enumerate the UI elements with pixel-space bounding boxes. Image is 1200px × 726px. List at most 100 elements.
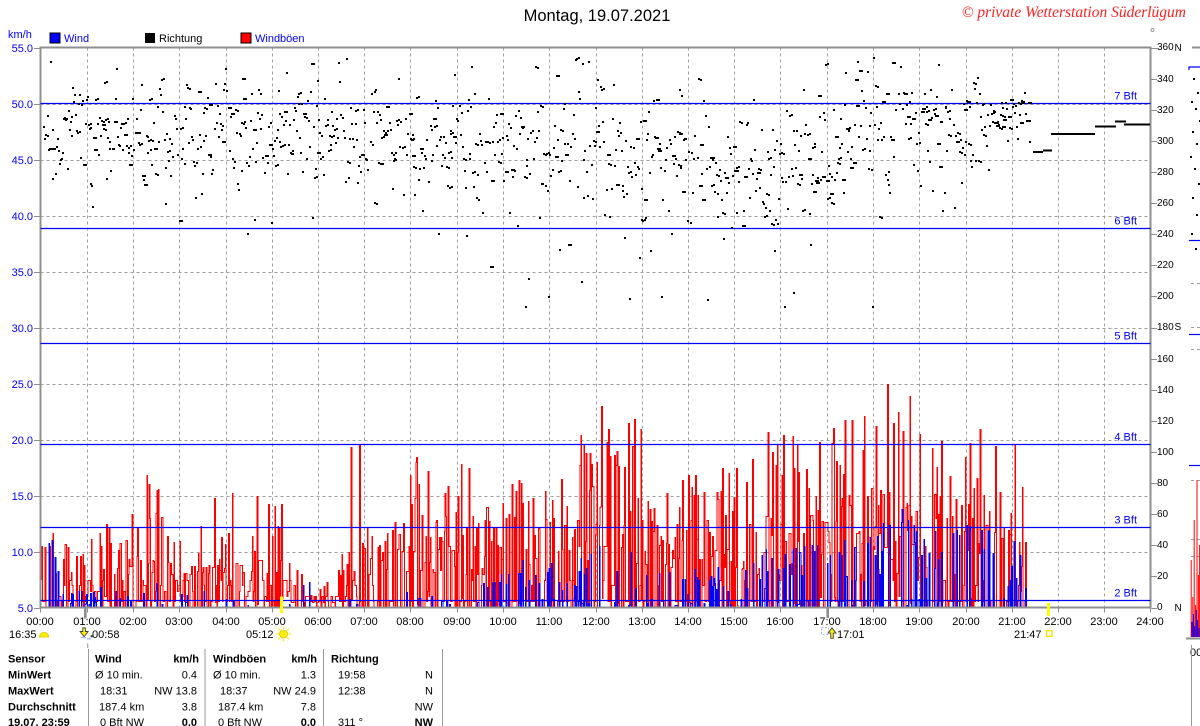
svg-text:Richtung: Richtung [331,654,379,666]
svg-text:00:58: 00:58 [92,629,120,641]
svg-text:340: 340 [1157,74,1174,85]
svg-text:Ø 10 min.: Ø 10 min. [213,670,261,682]
svg-text:260: 260 [1157,198,1174,209]
svg-text:55.0: 55.0 [12,43,33,55]
svg-text:30.0: 30.0 [12,323,33,335]
svg-text:2 Bft: 2 Bft [1114,588,1137,600]
svg-text:220: 220 [1157,260,1174,271]
svg-text:04:00: 04:00 [212,616,240,628]
svg-text:21:47: 21:47 [1014,629,1042,641]
svg-text:Richtung: Richtung [159,33,202,45]
svg-text:187.4 km: 187.4 km [99,702,144,714]
svg-text:05:00: 05:00 [258,616,286,628]
svg-text:311 °: 311 ° [338,717,363,726]
svg-text:11:00: 11:00 [536,616,563,628]
svg-text:21:00: 21:00 [998,616,1026,628]
svg-text:km/h: km/h [291,654,317,666]
svg-text:05:12: 05:12 [246,629,274,641]
svg-text:MinWert: MinWert [8,670,52,682]
svg-text:45.0: 45.0 [12,155,33,167]
svg-text:7.8: 7.8 [301,702,316,714]
svg-text:NW 13.8: NW 13.8 [154,686,197,698]
svg-text:03:00: 03:00 [165,616,193,628]
svg-text:300: 300 [1157,136,1174,147]
svg-text:01:00: 01:00 [73,616,101,628]
svg-text:80: 80 [1157,478,1169,489]
svg-text:20: 20 [1157,571,1169,582]
svg-text:60: 60 [1157,509,1169,520]
svg-text:16:35: 16:35 [9,629,37,641]
svg-text:NW 24.9: NW 24.9 [273,686,316,698]
svg-text:140: 140 [1157,385,1174,396]
svg-text:5.0: 5.0 [18,603,33,615]
svg-text:100: 100 [1157,447,1174,458]
svg-text:09:00: 09:00 [443,616,471,628]
svg-text:320: 320 [1157,105,1174,116]
svg-text:18:37: 18:37 [220,686,248,698]
svg-text:50.0: 50.0 [12,99,33,111]
svg-text:180: 180 [1157,322,1174,333]
svg-text:20:00: 20:00 [952,616,980,628]
svg-text:200: 200 [1157,291,1174,302]
svg-text:3.8: 3.8 [182,702,197,714]
svg-text:N: N [425,670,433,682]
svg-text:10:00: 10:00 [489,616,517,628]
svg-text:00:00: 00:00 [26,616,54,628]
svg-text:0.4: 0.4 [182,670,197,682]
svg-text:20.0: 20.0 [12,435,33,447]
svg-text:02:00: 02:00 [119,616,147,628]
svg-text:25.0: 25.0 [12,379,33,391]
svg-text:Wind: Wind [95,654,122,666]
svg-text:4 Bft: 4 Bft [1114,432,1137,444]
svg-text:35.0: 35.0 [12,267,33,279]
svg-text:19:00: 19:00 [905,616,933,628]
svg-text:0.0: 0.0 [301,717,316,726]
svg-text:187.4 km: 187.4 km [218,702,263,714]
svg-text:Windböen: Windböen [213,654,266,666]
svg-text:24:00: 24:00 [1136,616,1164,628]
svg-text:40.0: 40.0 [12,211,33,223]
svg-text:km/h: km/h [8,29,32,41]
svg-text:Windböen: Windböen [255,33,305,45]
svg-text:Wind: Wind [64,33,89,45]
svg-text:15:00: 15:00 [720,616,748,628]
svg-text:N: N [425,686,433,698]
svg-text:Montag, 19.07.2021: Montag, 19.07.2021 [524,7,671,25]
svg-text:06:00: 06:00 [304,616,332,628]
svg-text:15.0: 15.0 [12,491,33,503]
svg-text:3 Bft: 3 Bft [1114,515,1137,527]
svg-text:120: 120 [1157,416,1174,427]
svg-text:NW: NW [415,702,434,714]
svg-text:6 Bft: 6 Bft [1114,216,1137,228]
svg-text:360: 360 [1157,42,1174,53]
svg-text:5 Bft: 5 Bft [1114,331,1137,343]
svg-text:00: 00 [1190,647,1200,659]
svg-text:240: 240 [1157,229,1174,240]
svg-text:16:00: 16:00 [766,616,794,628]
svg-text:19:58: 19:58 [338,670,366,682]
svg-text:23:00: 23:00 [1090,616,1118,628]
svg-text:N: N [1175,43,1182,54]
svg-text:07:00: 07:00 [350,616,378,628]
svg-text:10.0: 10.0 [12,547,33,559]
svg-text:160: 160 [1157,354,1174,365]
svg-text:14:00: 14:00 [674,616,702,628]
svg-text:17:00: 17:00 [813,616,841,628]
svg-text:0 Bft NW: 0 Bft NW [100,717,145,726]
svg-text:Durchschnitt: Durchschnitt [8,702,76,714]
svg-text:0: 0 [1157,602,1163,613]
svg-text:Sensor: Sensor [8,654,46,666]
svg-text:km/h: km/h [173,654,199,666]
svg-text:7 Bft: 7 Bft [1114,91,1137,103]
svg-text:22:00: 22:00 [1044,616,1072,628]
svg-text:1.3: 1.3 [301,670,316,682]
svg-text:NW: NW [415,717,434,726]
svg-text:Ø 10 min.: Ø 10 min. [95,670,143,682]
svg-text:13:00: 13:00 [628,616,656,628]
svg-text:0 Bft NW: 0 Bft NW [218,717,263,726]
svg-text:19.07, 23:59: 19.07, 23:59 [8,717,70,726]
svg-text:N: N [1175,603,1182,614]
svg-text:© private Wetterstation Süderl: © private Wetterstation Süderlügum [962,4,1186,21]
svg-text:40: 40 [1157,540,1169,551]
svg-text:18:00: 18:00 [859,616,887,628]
